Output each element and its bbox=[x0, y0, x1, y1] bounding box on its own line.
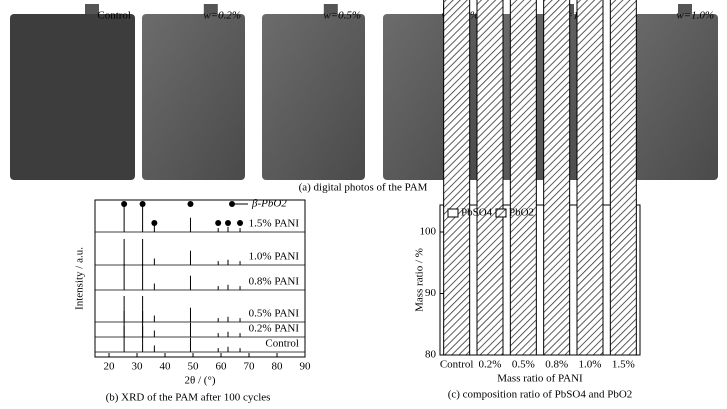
peak-dot bbox=[139, 201, 146, 207]
photo bbox=[142, 14, 245, 180]
caption-c: (c) composition ratio of PbSO4 and PbO2 bbox=[448, 389, 633, 401]
peak-dot bbox=[121, 201, 128, 207]
trace-label: Control bbox=[265, 338, 299, 350]
x-tick-label: 90 bbox=[300, 361, 312, 373]
caption-b: (b) XRD of the PAM after 100 cycles bbox=[106, 392, 271, 404]
x-tick-label: 1.5% bbox=[612, 359, 635, 371]
y-axis-label: Mass ratio / % bbox=[414, 248, 426, 312]
x-tick-label: 0.2% bbox=[479, 359, 502, 371]
x-tick-label: 80 bbox=[272, 361, 284, 373]
peak-dot bbox=[187, 201, 194, 207]
legend-label: PbSO4 bbox=[461, 207, 493, 219]
photo-label: w=0.5% bbox=[323, 10, 361, 22]
plot-frame bbox=[439, 204, 641, 356]
x-tick-label: 40 bbox=[160, 361, 172, 373]
trace-label: 0.2% PANI bbox=[249, 323, 300, 335]
peak-dot bbox=[225, 220, 231, 226]
x-tick-label: 70 bbox=[244, 361, 256, 373]
photo bbox=[618, 14, 718, 180]
legend-dot bbox=[229, 201, 235, 207]
peak-dot bbox=[237, 220, 244, 226]
legend-swatch bbox=[447, 208, 459, 218]
trace-label: 0.8% PANI bbox=[249, 276, 300, 288]
photo bbox=[10, 14, 135, 180]
x-tick-label: 30 bbox=[132, 361, 144, 373]
x-tick-label: 0.8% bbox=[545, 359, 568, 371]
bar-segment bbox=[543, 0, 571, 356]
y-tick-label: 100 bbox=[420, 226, 437, 238]
y-axis-label: Intensity / a.u. bbox=[74, 247, 86, 310]
caption-a: (a) digital photos of the PAM bbox=[299, 182, 428, 194]
plot-frame bbox=[94, 199, 306, 358]
x-tick-label: 60 bbox=[216, 361, 228, 373]
photo-label: w=0.2% bbox=[203, 10, 241, 22]
peak-dot bbox=[151, 220, 158, 226]
trace-label: 1.5% PANI bbox=[249, 218, 300, 230]
x-tick-label: Control bbox=[440, 359, 474, 371]
x-axis-label: 2θ / (°) bbox=[184, 375, 215, 387]
peak-dot bbox=[215, 220, 222, 226]
bar-segment bbox=[609, 0, 637, 356]
bar-segment bbox=[476, 0, 504, 356]
y-tick-label: 90 bbox=[425, 287, 437, 299]
x-axis-label: Mass ratio of PANI bbox=[497, 373, 583, 385]
x-tick-label: 0.5% bbox=[512, 359, 535, 371]
y-tick-label: 80 bbox=[425, 349, 437, 361]
x-tick-label: 20 bbox=[104, 361, 116, 373]
bar-segment bbox=[443, 0, 471, 356]
x-tick-label: 1.0% bbox=[579, 359, 602, 371]
photo-label: w=1.0% bbox=[676, 10, 714, 22]
photo bbox=[262, 14, 365, 180]
trace-label: 0.5% PANI bbox=[249, 308, 300, 320]
bar-segment bbox=[509, 0, 537, 356]
legend-swatch bbox=[495, 208, 507, 218]
legend-label: β-PbO2 bbox=[251, 198, 287, 210]
bar-segment bbox=[576, 0, 604, 356]
trace-label: 1.0% PANI bbox=[249, 251, 300, 263]
legend-label: PbO2 bbox=[509, 207, 534, 219]
x-tick-label: 50 bbox=[188, 361, 200, 373]
photo-label: Control bbox=[97, 10, 131, 22]
